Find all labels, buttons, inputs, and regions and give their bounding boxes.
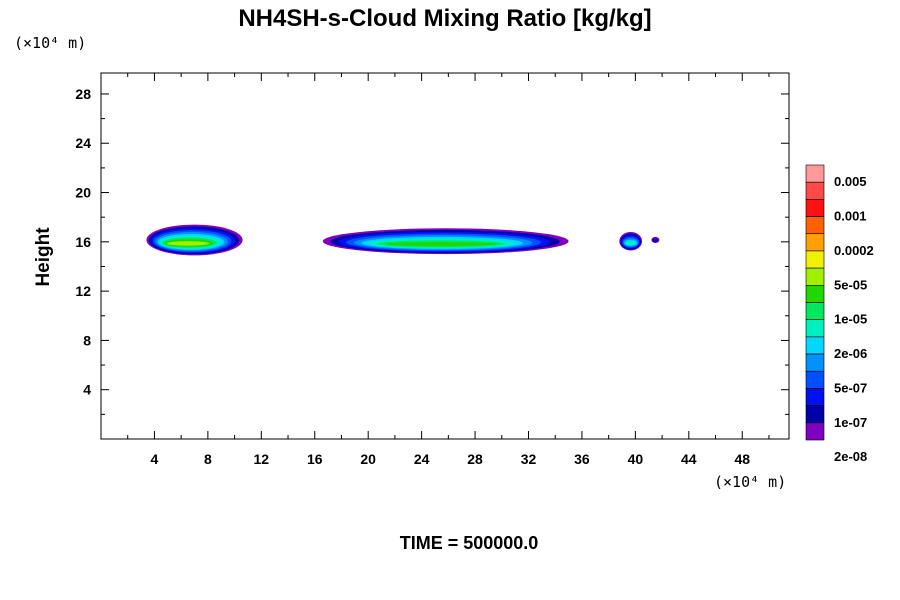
x-tick-label: 4 (151, 451, 159, 467)
chart-title: NH4SH-s-Cloud Mixing Ratio [kg/kg] (238, 5, 651, 32)
cloud-right-dot-contour (652, 238, 659, 243)
x-tick-label: 48 (734, 451, 750, 467)
x-tick-label: 8 (204, 451, 212, 467)
x-tick-label: 12 (254, 451, 270, 467)
colorbar-segment (805, 405, 825, 424)
footer-time: TIME = 500000.0 (400, 533, 539, 553)
x-unit-label: (×10⁴ m) (714, 473, 786, 491)
y-tick-label: 20 (75, 185, 91, 201)
colorbar-label: 2e-08 (834, 449, 867, 464)
y-axis-label: Height (33, 227, 54, 287)
y-tick-label: 8 (83, 332, 91, 348)
colorbar-segment (805, 302, 825, 320)
y-tick-label: 12 (75, 283, 91, 299)
y-tick-label: 28 (75, 86, 91, 102)
x-tick-label: 36 (574, 451, 590, 467)
colorbar: 0.005 0.001 0.0002 5e-05 1e-05 2e-06 5e-07 1e-0… (805, 164, 874, 464)
colorbar-label: 0.0002 (834, 243, 874, 258)
colorbar-label: 0.001 (834, 209, 867, 224)
colorbar-label: 2e-06 (834, 346, 867, 361)
colorbar-segment (805, 164, 825, 183)
colorbar-segment (805, 370, 825, 389)
colorbar-segment (805, 250, 825, 269)
x-tick-label: 44 (681, 451, 697, 467)
colorbar-label: 1e-07 (834, 415, 867, 430)
y-unit-label: (×10⁴ m) (14, 34, 86, 52)
y-tick-label: 16 (75, 234, 91, 250)
cloud-left-contour (166, 241, 210, 246)
cloud-center-contour (384, 242, 496, 247)
colorbar-segment (805, 388, 825, 406)
colorbar-label: 5e-05 (834, 277, 867, 292)
y-tick-label: 4 (83, 382, 91, 398)
cloud-right-small-contour (625, 241, 637, 246)
colorbar-segment (805, 336, 825, 355)
colorbar-segment (805, 181, 825, 200)
colorbar-label: 0.005 (834, 174, 867, 189)
colorbar-segment (805, 285, 825, 303)
x-tick-label: 28 (467, 451, 483, 467)
x-tick-label: 40 (628, 451, 644, 467)
colorbar-segment (805, 422, 825, 441)
colorbar-label: 1e-05 (834, 312, 867, 327)
colorbar-segment (805, 233, 825, 252)
colorbar-segment (805, 319, 825, 338)
y-tick-label: 24 (75, 135, 91, 151)
colorbar-segment (805, 353, 825, 372)
y-axis: 4 8 12 16 20 24 28 (75, 86, 789, 415)
x-tick-label: 32 (521, 451, 537, 467)
plot-area (100, 72, 790, 440)
x-tick-label: 24 (414, 451, 430, 467)
cloud-layer (146, 224, 660, 256)
x-tick-label: 16 (307, 451, 323, 467)
colorbar-segment (805, 267, 825, 286)
colorbar-segment (805, 216, 825, 235)
colorbar-segment (805, 199, 825, 217)
x-axis: 4 8 12 16 20 24 28 32 36 40 44 48 (127, 73, 770, 467)
x-tick-label: 20 (360, 451, 376, 467)
colorbar-label: 5e-07 (834, 380, 867, 395)
